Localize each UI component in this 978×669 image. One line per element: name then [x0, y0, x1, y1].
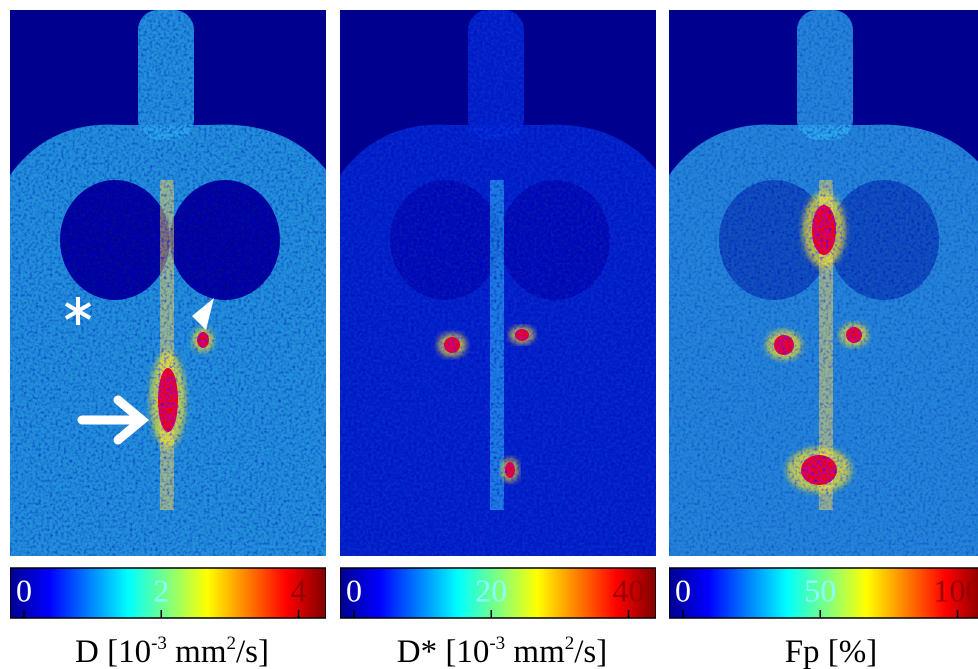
hotspot — [812, 205, 836, 255]
hotspot — [197, 332, 209, 348]
colorbar-tick-label: 100 — [934, 572, 978, 608]
colorbar-label: Fp [%] — [785, 634, 878, 669]
hotspot — [444, 337, 460, 353]
colorbar-tick-label: 4 — [291, 572, 307, 608]
colorbar-gradient — [10, 567, 326, 619]
colorbar-tick-label: 50 — [804, 572, 836, 608]
mri-image — [10, 10, 326, 556]
colorbar-label: D* [10-3 mm2/s] — [397, 633, 608, 669]
label-superscript: -3 — [489, 633, 505, 654]
spine — [160, 180, 174, 510]
colorbar-tick-label: 2 — [153, 572, 169, 608]
neck — [797, 10, 853, 140]
hotspot — [158, 368, 178, 432]
neck — [138, 10, 194, 140]
lung — [390, 180, 500, 300]
mri-image — [340, 10, 656, 556]
label-text: /s] — [574, 634, 607, 669]
colorbar: 0 50 100 — [669, 567, 978, 619]
label-text: mm — [167, 634, 227, 669]
lung — [719, 180, 829, 300]
label-text: D* [10 — [397, 634, 490, 669]
lung — [60, 180, 170, 300]
colorbar-gradient — [669, 567, 978, 619]
neck — [468, 10, 524, 140]
asterisk-stroke — [64, 302, 92, 320]
label-text: Fp [%] — [785, 634, 878, 669]
label-superscript: 2 — [565, 633, 575, 654]
colorbar-tick-label: 20 — [475, 572, 507, 608]
colorbar: 0 2 4 — [10, 567, 326, 619]
colorbar-gradient — [340, 567, 656, 619]
lung — [170, 180, 280, 300]
hotspot — [774, 335, 794, 355]
colorbar-label: D [10-3 mm2/s] — [75, 633, 269, 669]
body — [669, 10, 978, 556]
colorbar-tick-label: 0 — [346, 572, 362, 608]
annotations — [64, 297, 150, 445]
lung — [829, 180, 939, 300]
colorbar-tick-label: 40 — [613, 572, 645, 608]
arrowhead — [192, 298, 214, 330]
hotspot — [846, 327, 862, 343]
hotspot — [505, 462, 515, 478]
colorbar-tick-label: 0 — [16, 572, 32, 608]
label-text: mm — [505, 634, 565, 669]
hotspot — [515, 329, 529, 341]
label-superscript: 2 — [227, 633, 237, 654]
label-superscript: -3 — [151, 633, 167, 654]
lung — [500, 180, 610, 300]
arrow — [77, 395, 150, 445]
hotspot — [801, 455, 837, 485]
colorbar: 0 20 40 — [340, 567, 656, 619]
body — [10, 10, 326, 556]
mri-image — [669, 10, 978, 556]
label-text: /s] — [236, 634, 269, 669]
colorbar-tick-label: 0 — [675, 572, 691, 608]
spine — [490, 180, 504, 510]
label-text: D [10 — [75, 634, 151, 669]
body — [340, 10, 656, 556]
